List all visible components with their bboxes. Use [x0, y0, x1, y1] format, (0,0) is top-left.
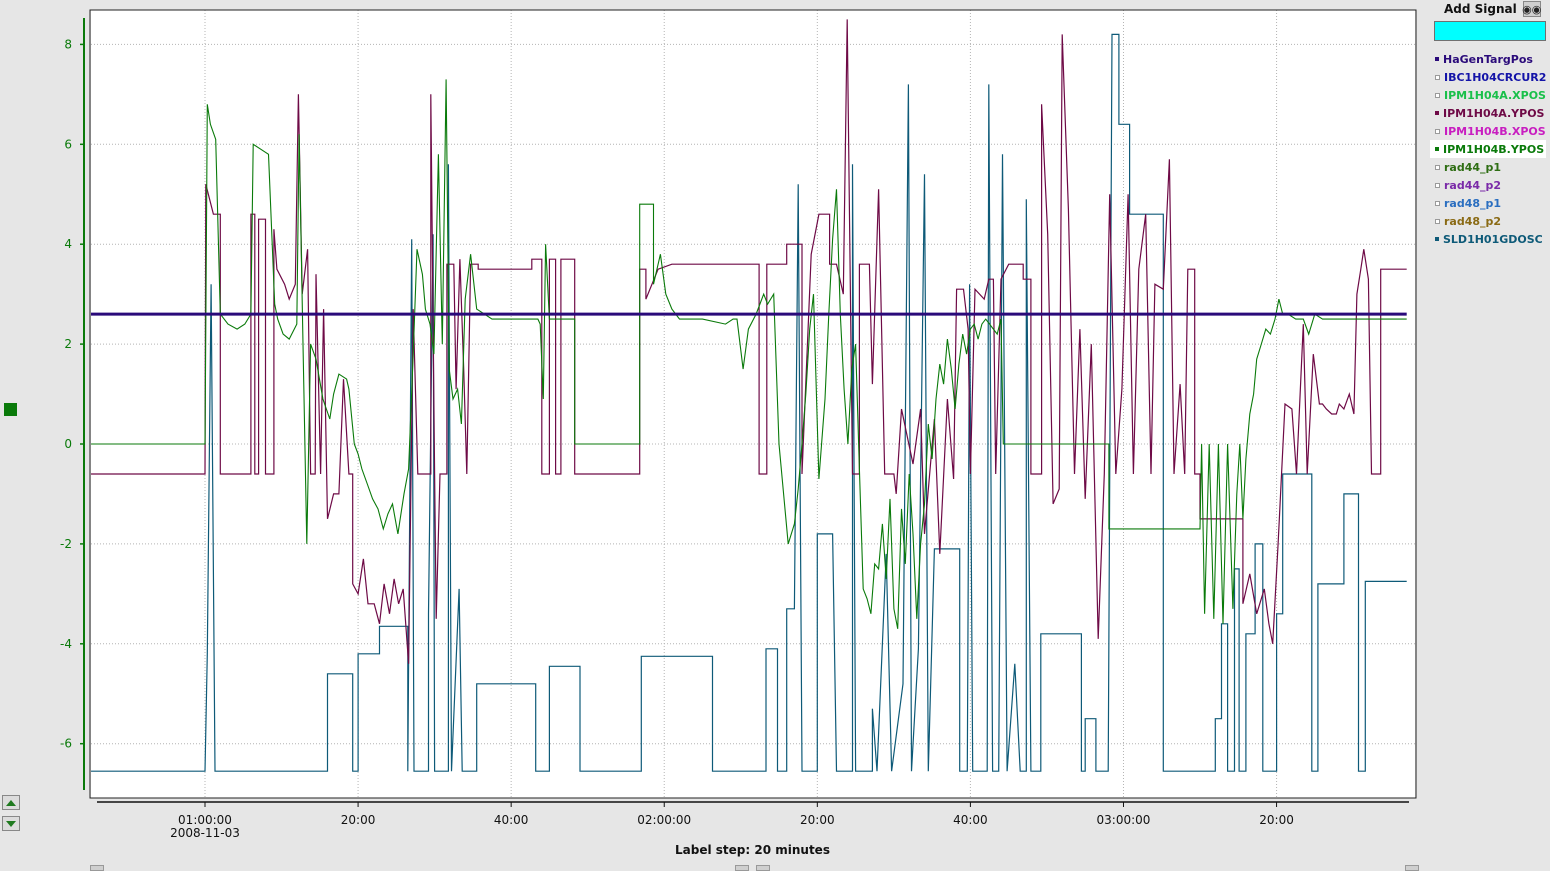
plot-area[interactable]: [91, 10, 1415, 798]
y-tick-label: 8: [64, 37, 72, 51]
legend-marker-icon: [1435, 218, 1440, 224]
legend-marker-icon: [1435, 147, 1439, 151]
y-tick-label: -4: [60, 637, 72, 651]
legend-label: rad44_p2: [1444, 178, 1502, 192]
legend-label: rad44_p1: [1444, 160, 1502, 174]
legend-marker-icon: [1435, 164, 1440, 170]
binoculars-icon[interactable]: ◉◉: [1522, 1, 1542, 17]
x-tick-label: 40:00: [953, 813, 988, 827]
add-signal-row: Add Signal ◉◉: [1444, 0, 1541, 18]
scroll-down-button[interactable]: [2, 816, 20, 831]
scroll-right-button[interactable]: [1405, 865, 1419, 871]
x-tick-label: 02:00:00: [637, 813, 691, 827]
legend-item[interactable]: rad48_p2: [1430, 212, 1550, 230]
scroll-up-button[interactable]: [2, 795, 20, 810]
y-tick-label: 4: [64, 237, 72, 251]
legend-label: rad48_p2: [1444, 214, 1502, 228]
y-tick-label: -6: [60, 737, 72, 751]
legend-marker-icon: [1435, 57, 1439, 61]
legend-marker-icon: [1435, 74, 1440, 80]
legend-marker-icon: [1435, 128, 1440, 134]
legend-item[interactable]: rad44_p2: [1430, 176, 1550, 194]
legend-marker-icon: [1435, 111, 1439, 115]
legend-item[interactable]: IPM1H04B.YPOS: [1430, 140, 1546, 158]
x-tick-label: 40:00: [494, 813, 529, 827]
series-line-ipm1h04b-ypos[interactable]: [91, 79, 1407, 629]
legend-label: HaGenTargPos: [1443, 52, 1533, 66]
x-tick-date-label: 2008-11-03: [170, 826, 240, 840]
legend-marker-icon: [1435, 237, 1439, 241]
legend-label: rad48_p1: [1444, 196, 1502, 210]
x-tick-label: 01:00:00: [178, 813, 232, 827]
legend-item[interactable]: IPM1H04A.YPOS: [1430, 104, 1550, 122]
legend-label: IPM1H04B.YPOS: [1443, 142, 1545, 156]
series-line-ipm1h04a-ypos[interactable]: [91, 19, 1407, 664]
plot-frame: [89, 9, 1417, 799]
legend-label: IPM1H04B.XPOS: [1444, 124, 1546, 138]
y-axis: -6 -4 -2 0 2 4 6 8: [60, 37, 84, 751]
legend-marker-icon: [1435, 200, 1440, 206]
y-tick-label: 6: [64, 137, 72, 151]
x-tick-label: 20:00: [1259, 813, 1294, 827]
legend-marker-icon: [1435, 92, 1440, 98]
legend-label: IPM1H04A.XPOS: [1444, 88, 1546, 102]
series-line-sld1h01gdosc[interactable]: [91, 33, 1407, 772]
y-tick-label: 0: [64, 437, 72, 451]
legend-item[interactable]: SLD1H01GDOSC: [1430, 230, 1550, 248]
legend-item[interactable]: IPM1H04B.XPOS: [1430, 122, 1550, 140]
axis-color-swatch[interactable]: [4, 403, 17, 416]
zoom-in-button[interactable]: [756, 865, 770, 871]
legend-item[interactable]: IPM1H04A.XPOS: [1430, 86, 1550, 104]
x-tick-label: 20:00: [800, 813, 835, 827]
legend-item[interactable]: IBC1H04CRCUR2: [1430, 68, 1550, 86]
legend-item[interactable]: rad48_p1: [1430, 194, 1550, 212]
arrow-up-icon: [6, 799, 16, 806]
arrow-down-icon: [6, 820, 16, 827]
zoom-out-button[interactable]: [735, 865, 749, 871]
legend-item[interactable]: rad44_p1: [1430, 158, 1550, 176]
legend-label: SLD1H01GDOSC: [1443, 232, 1543, 246]
signal-legend: HaGenTargPos IBC1H04CRCUR2 IPM1H04A.XPOS IP…: [1430, 50, 1550, 248]
signal-panel: Add Signal ◉◉ HaGenTargPos IBC1H04CRCUR2 I…: [1430, 0, 1550, 260]
y-tick-label: 2: [64, 337, 72, 351]
x-tick-label: 03:00:00: [1097, 813, 1151, 827]
legend-label: IBC1H04CRCUR2: [1444, 70, 1547, 84]
y-tick-label: -2: [60, 537, 72, 551]
signal-search-input[interactable]: [1434, 21, 1546, 41]
legend-label: IPM1H04A.YPOS: [1443, 106, 1545, 120]
scroll-left-button[interactable]: [90, 865, 104, 871]
label-step-text: Label step: 20 minutes: [675, 843, 830, 857]
add-signal-label: Add Signal: [1444, 2, 1517, 16]
legend-marker-icon: [1435, 182, 1440, 188]
legend-item[interactable]: HaGenTargPos: [1430, 50, 1550, 68]
x-tick-label: 20:00: [341, 813, 376, 827]
series-layer: [91, 19, 1407, 772]
